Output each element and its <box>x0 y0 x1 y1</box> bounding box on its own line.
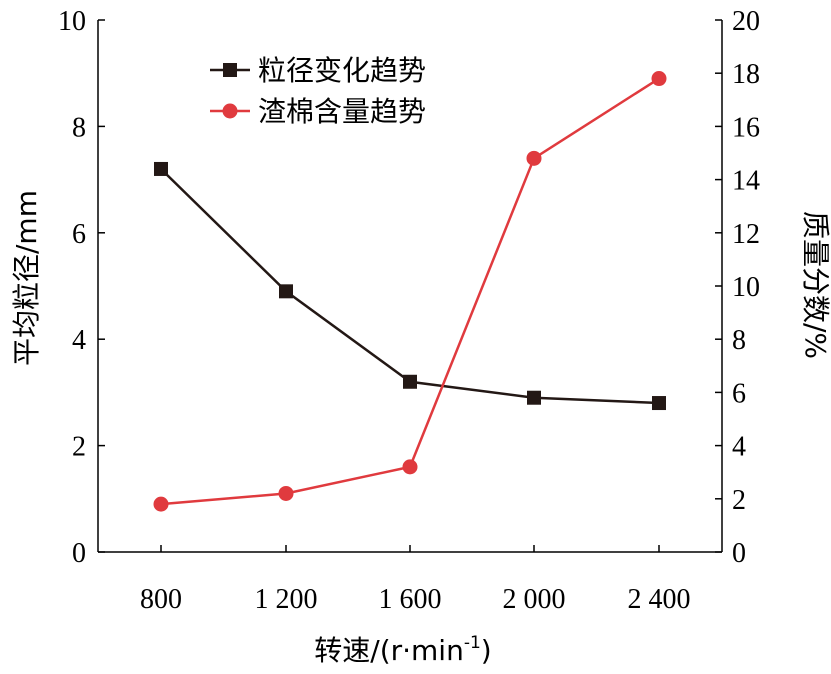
legend-label-slag-wool: 渣棉含量趋势 <box>258 95 426 128</box>
legend-label-particle-size: 粒径变化趋势 <box>258 54 426 87</box>
right-axis-title: 质量分数/% <box>799 211 831 359</box>
right-tick-label: 18 <box>732 59 760 90</box>
data-point-slag-wool <box>153 496 169 512</box>
series-layer <box>153 71 667 512</box>
left-tick-label: 2 <box>72 432 86 463</box>
data-point-particle-size <box>652 396 666 411</box>
left-axis-title: 平均粒径/mm <box>10 190 43 366</box>
x-tick-label: 2 400 <box>628 584 691 615</box>
x-tick-label: 1 600 <box>379 584 442 615</box>
x-tick-label: 2 000 <box>503 584 566 615</box>
left-tick-label: 8 <box>72 112 86 143</box>
x-tick-label: 800 <box>140 584 182 615</box>
right-axis-ticks: 0 2 4 6 8 10 12 14 16 18 20 <box>715 6 760 569</box>
right-tick-label: 6 <box>732 378 746 409</box>
left-tick-label: 0 <box>72 538 86 569</box>
right-tick-label: 12 <box>732 219 760 250</box>
right-tick-label: 8 <box>732 325 746 356</box>
x-axis-title: 转速/(r·min-1) <box>314 633 491 667</box>
legend-marker-circle <box>222 103 238 119</box>
legend: 粒径变化趋势 渣棉含量趋势 <box>210 54 426 128</box>
x-tick-label: 1 200 <box>255 584 318 615</box>
right-tick-label: 16 <box>732 112 760 143</box>
left-axis-ticks: 0 2 4 6 8 10 <box>58 6 105 569</box>
data-point-slag-wool <box>526 150 542 166</box>
data-point-slag-wool <box>278 485 294 501</box>
left-tick-label: 4 <box>72 325 86 356</box>
right-tick-label: 14 <box>732 166 760 197</box>
left-tick-label: 10 <box>58 6 86 37</box>
right-tick-label: 10 <box>732 272 760 303</box>
data-point-slag-wool <box>402 459 418 475</box>
data-point-particle-size <box>527 390 541 405</box>
legend-item-slag-wool: 渣棉含量趋势 <box>210 95 426 128</box>
right-tick-label: 20 <box>732 6 760 37</box>
data-point-particle-size <box>154 161 168 176</box>
data-point-particle-size <box>279 284 293 299</box>
left-tick-label: 6 <box>72 219 86 250</box>
data-point-particle-size <box>403 374 417 389</box>
x-axis-ticks: 800 1 200 1 600 2 000 2 400 <box>140 545 691 615</box>
right-tick-label: 2 <box>732 485 746 516</box>
right-tick-label: 4 <box>732 432 746 463</box>
legend-item-particle-size: 粒径变化趋势 <box>210 54 426 87</box>
data-point-slag-wool <box>651 71 667 87</box>
series-line-slag-wool <box>160 77 660 506</box>
series-line-particle-size <box>160 168 660 405</box>
legend-marker-square <box>223 63 237 77</box>
right-tick-label: 0 <box>732 538 746 569</box>
